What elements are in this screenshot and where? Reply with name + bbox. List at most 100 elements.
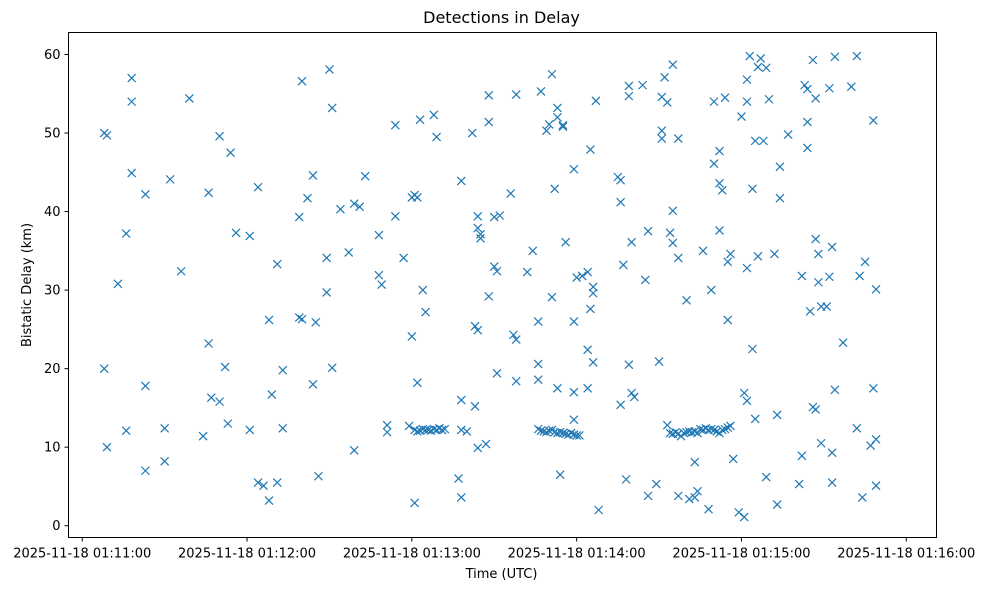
data-point <box>294 313 304 323</box>
data-point <box>662 97 672 107</box>
data-point <box>544 119 554 129</box>
data-point <box>577 271 587 281</box>
data-point <box>868 116 878 125</box>
data-point <box>846 82 856 92</box>
data-point <box>456 395 466 405</box>
data-point <box>712 427 722 436</box>
data-point <box>272 478 282 487</box>
data-point <box>640 275 650 285</box>
data-point <box>533 424 543 434</box>
data-point <box>585 304 595 314</box>
data-point <box>412 427 422 436</box>
data-point <box>852 51 862 61</box>
data-point <box>297 314 307 324</box>
data-point <box>591 96 601 106</box>
data-point <box>336 204 345 214</box>
data-point <box>783 130 793 140</box>
data-point <box>616 197 626 207</box>
data-point <box>772 410 782 420</box>
data-point <box>204 188 214 198</box>
data-point <box>753 251 763 261</box>
data-point <box>662 420 672 430</box>
data-point <box>344 247 354 257</box>
data-point <box>824 272 834 282</box>
data-point <box>638 80 648 90</box>
data-point <box>303 193 312 203</box>
data-point <box>481 439 491 449</box>
data-point <box>437 425 447 435</box>
data-point <box>553 103 562 113</box>
data-point <box>802 143 812 153</box>
data-point <box>827 242 837 252</box>
y-tick-label: 60 <box>44 48 61 63</box>
data-point <box>671 427 680 437</box>
data-point <box>585 145 595 154</box>
data-point <box>693 486 702 496</box>
data-point <box>709 97 719 107</box>
data-point <box>720 424 730 434</box>
data-point <box>682 295 691 305</box>
data-point <box>355 202 365 212</box>
data-point <box>723 423 733 432</box>
data-point <box>742 396 752 406</box>
data-point <box>473 223 483 233</box>
data-point <box>830 385 840 395</box>
data-point <box>473 211 483 221</box>
data-point <box>594 505 604 515</box>
data-point <box>838 338 848 348</box>
data-point <box>811 94 821 103</box>
data-point <box>467 128 477 138</box>
data-point <box>723 315 733 325</box>
data-point <box>583 267 593 277</box>
data-point <box>440 424 450 434</box>
data-point <box>473 325 483 335</box>
data-point <box>797 271 807 281</box>
data-point <box>618 260 628 270</box>
data-point <box>802 84 812 94</box>
data-point <box>739 388 749 398</box>
data-point <box>756 53 766 63</box>
data-point <box>624 91 634 101</box>
x-tick-label: 2025-11-18 01:13:00 <box>343 547 481 562</box>
data-point <box>264 315 274 325</box>
data-point <box>489 262 499 271</box>
data-point <box>742 97 752 107</box>
data-point <box>616 400 626 410</box>
plot-frame <box>68 32 937 538</box>
y-tick-label: 50 <box>44 127 61 142</box>
data-point <box>404 421 414 431</box>
data-point <box>561 237 571 247</box>
data-point <box>536 86 546 96</box>
data-point <box>572 273 582 282</box>
y-axis-title: Bistatic Delay (km) <box>20 223 35 347</box>
data-point <box>775 162 785 172</box>
data-point <box>374 230 384 240</box>
data-point <box>349 445 359 455</box>
data-point <box>206 393 216 403</box>
data-point <box>753 62 763 72</box>
data-point <box>558 122 568 132</box>
data-point <box>522 267 532 277</box>
data-point <box>616 175 626 185</box>
data-point <box>871 434 881 444</box>
data-point <box>555 427 565 437</box>
data-point <box>484 291 494 301</box>
data-point <box>802 117 812 127</box>
data-point <box>311 317 321 327</box>
x-tick-label: 2025-11-18 01:14:00 <box>508 547 646 562</box>
data-point <box>742 263 752 273</box>
x-axis: 2025-11-18 01:11:00 2025-11-18 01:12:00 20… <box>13 537 975 562</box>
data-point <box>412 378 422 388</box>
x-tick-label: 2025-11-18 01:11:00 <box>13 547 151 562</box>
data-point <box>160 456 170 466</box>
data-point <box>852 423 862 433</box>
data-point <box>553 383 562 393</box>
data-point <box>360 171 370 181</box>
data-point <box>308 379 318 389</box>
data-point <box>794 479 804 489</box>
data-point <box>827 448 837 458</box>
data-point <box>690 427 700 436</box>
data-point <box>215 131 225 141</box>
